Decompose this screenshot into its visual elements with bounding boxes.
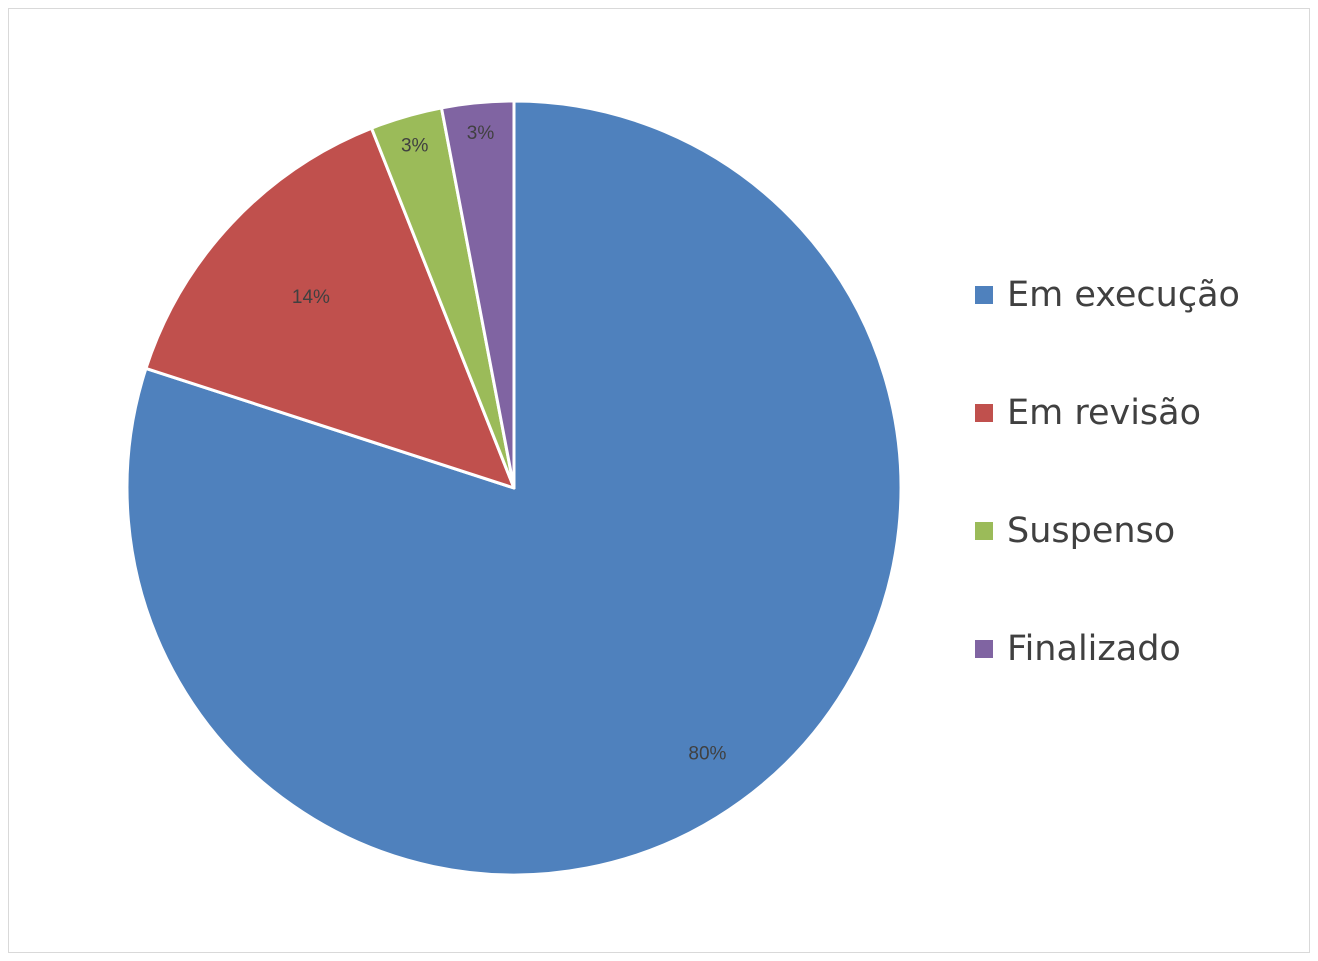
legend-label-4: Finalizado xyxy=(1007,629,1181,669)
pie-slice-2 xyxy=(144,126,516,490)
legend-label-1: Em execução xyxy=(1007,275,1240,315)
data-labels: 80% 14% 3% 3% xyxy=(292,123,727,765)
legend-swatch-3 xyxy=(975,522,993,540)
data-label-3: 3% xyxy=(401,136,429,157)
legend: Em execução Em revisão Suspenso Finalizado xyxy=(975,275,1240,669)
legend-swatch-4 xyxy=(975,640,993,658)
data-label-1: 80% xyxy=(688,744,726,765)
legend-label-2: Em revisão xyxy=(1007,393,1201,433)
legend-label-3: Suspenso xyxy=(1007,511,1175,551)
data-label-4: 3% xyxy=(467,123,495,144)
pie-slices xyxy=(125,99,903,877)
data-label-2: 14% xyxy=(292,287,330,308)
legend-swatch-1 xyxy=(975,286,993,304)
pie-slice-4 xyxy=(439,99,516,490)
legend-swatch-2 xyxy=(975,404,993,422)
